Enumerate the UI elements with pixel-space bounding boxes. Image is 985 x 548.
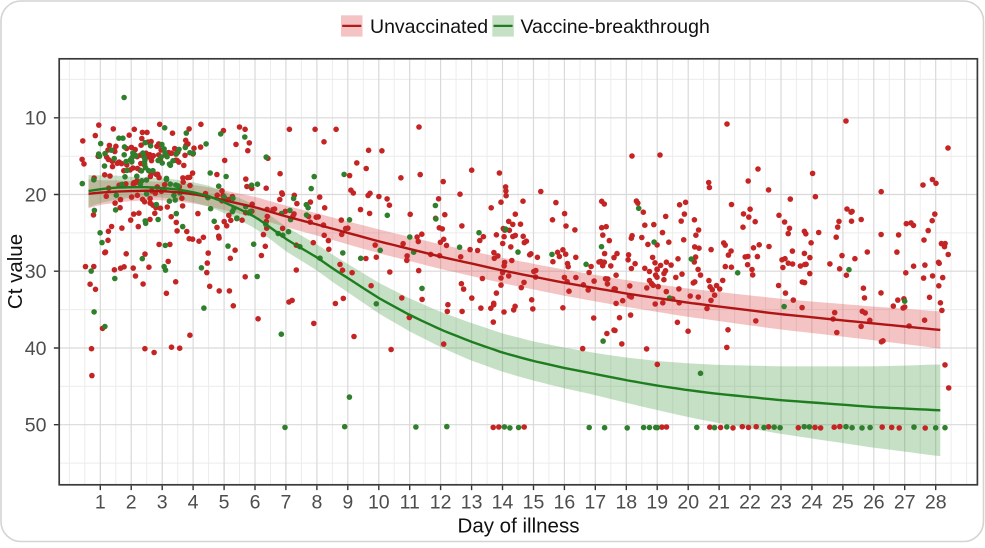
svg-text:11: 11: [400, 492, 420, 514]
svg-text:50: 50: [25, 415, 47, 437]
svg-text:7: 7: [280, 492, 291, 514]
svg-text:20: 20: [25, 184, 47, 206]
svg-text:10: 10: [25, 108, 47, 130]
svg-text:8: 8: [311, 492, 322, 514]
svg-text:27: 27: [894, 492, 916, 514]
svg-text:13: 13: [461, 492, 483, 514]
svg-text:23: 23: [770, 492, 792, 514]
svg-text:40: 40: [25, 338, 47, 360]
svg-text:26: 26: [863, 492, 885, 514]
svg-text:19: 19: [646, 492, 668, 514]
svg-text:15: 15: [523, 492, 545, 514]
svg-text:14: 14: [492, 492, 514, 514]
svg-text:Vaccine-breakthrough: Vaccine-breakthrough: [521, 16, 710, 38]
svg-text:16: 16: [554, 492, 576, 514]
svg-text:28: 28: [925, 492, 947, 514]
svg-text:25: 25: [832, 492, 854, 514]
svg-text:Day of illness: Day of illness: [458, 515, 580, 538]
svg-text:17: 17: [584, 492, 606, 514]
svg-text:10: 10: [368, 492, 390, 514]
svg-text:2: 2: [126, 492, 137, 514]
svg-text:1: 1: [95, 492, 106, 514]
svg-text:12: 12: [430, 492, 452, 514]
svg-text:Ct value: Ct value: [4, 234, 27, 309]
svg-text:24: 24: [801, 492, 823, 514]
svg-text:22: 22: [739, 492, 761, 514]
svg-text:Unvaccinated: Unvaccinated: [370, 16, 488, 38]
svg-text:4: 4: [188, 492, 199, 514]
svg-text:9: 9: [342, 492, 353, 514]
svg-text:20: 20: [677, 492, 699, 514]
svg-text:5: 5: [219, 492, 230, 514]
svg-text:21: 21: [708, 492, 730, 514]
svg-text:3: 3: [157, 492, 168, 514]
svg-text:18: 18: [615, 492, 637, 514]
svg-text:6: 6: [250, 492, 261, 514]
svg-text:30: 30: [25, 261, 47, 283]
